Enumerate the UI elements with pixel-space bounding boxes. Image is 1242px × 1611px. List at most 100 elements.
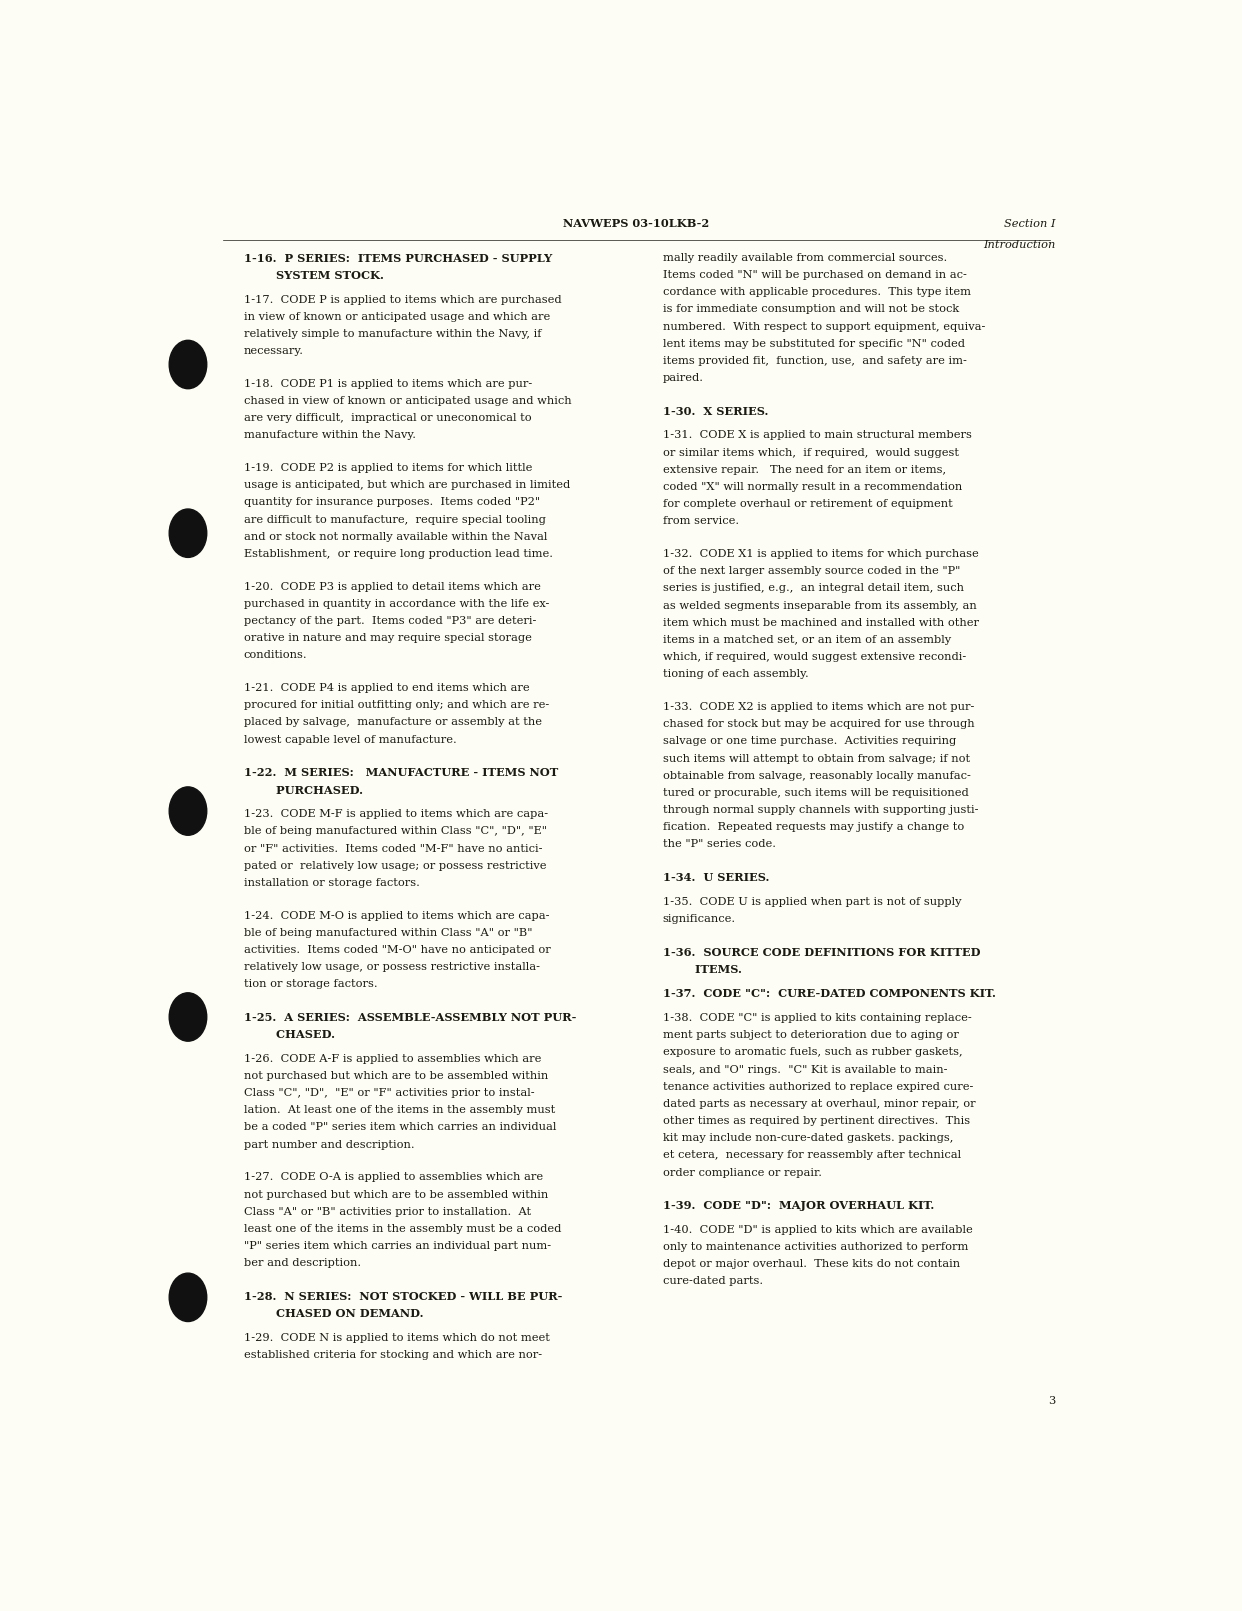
Text: manufacture within the Navy.: manufacture within the Navy. <box>243 430 416 440</box>
Text: 1-26.  CODE A-F is applied to assemblies which are: 1-26. CODE A-F is applied to assemblies … <box>243 1054 542 1063</box>
Text: mally readily available from commercial sources.: mally readily available from commercial … <box>662 253 946 263</box>
Text: conditions.: conditions. <box>243 651 308 661</box>
Text: or "F" activities.  Items coded "M-F" have no antici-: or "F" activities. Items coded "M-F" hav… <box>243 844 543 854</box>
Text: ble of being manufactured within Class "C", "D", "E": ble of being manufactured within Class "… <box>243 826 546 836</box>
Text: Class "C", "D",  "E" or "F" activities prior to instal-: Class "C", "D", "E" or "F" activities pr… <box>243 1087 534 1099</box>
Text: established criteria for stocking and which are nor-: established criteria for stocking and wh… <box>243 1350 542 1360</box>
Text: 1-21.  CODE P4 is applied to end items which are: 1-21. CODE P4 is applied to end items wh… <box>243 683 529 693</box>
Text: which, if required, would suggest extensive recondi-: which, if required, would suggest extens… <box>662 652 966 662</box>
Text: ment parts subject to deterioration due to aging or: ment parts subject to deterioration due … <box>662 1029 959 1041</box>
Text: 1-32.  CODE X1 is applied to items for which purchase: 1-32. CODE X1 is applied to items for wh… <box>662 549 979 559</box>
Text: tured or procurable, such items will be requisitioned: tured or procurable, such items will be … <box>662 788 969 797</box>
Text: 1-35.  CODE U is applied when part is not of supply: 1-35. CODE U is applied when part is not… <box>662 897 961 907</box>
Circle shape <box>169 340 206 388</box>
Text: the "P" series code.: the "P" series code. <box>662 839 775 849</box>
Text: chased for stock but may be acquired for use through: chased for stock but may be acquired for… <box>662 719 974 730</box>
Text: 3: 3 <box>1048 1397 1056 1406</box>
Text: salvage or one time purchase.  Activities requiring: salvage or one time purchase. Activities… <box>662 736 956 746</box>
Text: paired.: paired. <box>662 374 703 383</box>
Text: activities.  Items coded "M-O" have no anticipated or: activities. Items coded "M-O" have no an… <box>243 946 550 955</box>
Text: purchased in quantity in accordance with the life ex-: purchased in quantity in accordance with… <box>243 599 549 609</box>
Text: depot or major overhaul.  These kits do not contain: depot or major overhaul. These kits do n… <box>662 1260 960 1269</box>
Text: relatively low usage, or possess restrictive installa-: relatively low usage, or possess restric… <box>243 962 540 971</box>
Text: "P" series item which carries an individual part num-: "P" series item which carries an individ… <box>243 1240 551 1252</box>
Text: orative in nature and may require special storage: orative in nature and may require specia… <box>243 633 532 643</box>
Text: 1-19.  CODE P2 is applied to items for which little: 1-19. CODE P2 is applied to items for wh… <box>243 462 532 474</box>
Text: 1-20.  CODE P3 is applied to detail items which are: 1-20. CODE P3 is applied to detail items… <box>243 582 540 591</box>
Text: CHASED ON DEMAND.: CHASED ON DEMAND. <box>243 1308 424 1319</box>
Text: 1-22.  M SERIES:   MANUFACTURE - ITEMS NOT: 1-22. M SERIES: MANUFACTURE - ITEMS NOT <box>243 767 558 778</box>
Text: ITEMS.: ITEMS. <box>662 963 741 975</box>
Text: for complete overhaul or retirement of equipment: for complete overhaul or retirement of e… <box>662 499 953 509</box>
Text: items provided fit,  function, use,  and safety are im-: items provided fit, function, use, and s… <box>662 356 966 366</box>
Text: quantity for insurance purposes.  Items coded "P2": quantity for insurance purposes. Items c… <box>243 498 540 507</box>
Text: seals, and "O" rings.  "C" Kit is available to main-: seals, and "O" rings. "C" Kit is availab… <box>662 1065 946 1075</box>
Text: necessary.: necessary. <box>243 346 304 356</box>
Text: SYSTEM STOCK.: SYSTEM STOCK. <box>243 271 384 280</box>
Text: 1-39.  CODE "D":  MAJOR OVERHAUL KIT.: 1-39. CODE "D": MAJOR OVERHAUL KIT. <box>662 1200 934 1211</box>
Text: significance.: significance. <box>662 913 735 925</box>
Text: 1-17.  CODE P is applied to items which are purchased: 1-17. CODE P is applied to items which a… <box>243 295 561 304</box>
Text: Establishment,  or require long production lead time.: Establishment, or require long productio… <box>243 549 553 559</box>
Text: from service.: from service. <box>662 517 739 527</box>
Text: extensive repair.   The need for an item or items,: extensive repair. The need for an item o… <box>662 466 945 475</box>
Text: are difficult to manufacture,  require special tooling: are difficult to manufacture, require sp… <box>243 514 545 525</box>
Text: fication.  Repeated requests may justify a change to: fication. Repeated requests may justify … <box>662 822 964 833</box>
Text: dated parts as necessary at overhaul, minor repair, or: dated parts as necessary at overhaul, mi… <box>662 1099 975 1108</box>
Text: 1-30.  X SERIES.: 1-30. X SERIES. <box>662 406 768 417</box>
Text: part number and description.: part number and description. <box>243 1139 415 1150</box>
Text: tion or storage factors.: tion or storage factors. <box>243 979 378 989</box>
Text: pated or  relatively low usage; or possess restrictive: pated or relatively low usage; or posses… <box>243 860 546 870</box>
Circle shape <box>169 992 206 1041</box>
Text: Introduction: Introduction <box>982 240 1056 250</box>
Circle shape <box>169 786 206 834</box>
Text: relatively simple to manufacture within the Navy, if: relatively simple to manufacture within … <box>243 329 542 338</box>
Text: NAVWEPS 03-10LKB-2: NAVWEPS 03-10LKB-2 <box>564 219 709 229</box>
Text: 1-23.  CODE M-F is applied to items which are capa-: 1-23. CODE M-F is applied to items which… <box>243 809 548 818</box>
Text: order compliance or repair.: order compliance or repair. <box>662 1168 821 1178</box>
Text: tenance activities authorized to replace expired cure-: tenance activities authorized to replace… <box>662 1081 972 1092</box>
Text: procured for initial outfitting only; and which are re-: procured for initial outfitting only; an… <box>243 701 549 710</box>
Text: series is justified, e.g.,  an integral detail item, such: series is justified, e.g., an integral d… <box>662 583 964 593</box>
Text: items in a matched set, or an item of an assembly: items in a matched set, or an item of an… <box>662 635 950 644</box>
Text: 1-40.  CODE "D" is applied to kits which are available: 1-40. CODE "D" is applied to kits which … <box>662 1224 972 1236</box>
Text: 1-27.  CODE O-A is applied to assemblies which are: 1-27. CODE O-A is applied to assemblies … <box>243 1173 543 1182</box>
Text: exposure to aromatic fuels, such as rubber gaskets,: exposure to aromatic fuels, such as rubb… <box>662 1047 963 1057</box>
Text: CHASED.: CHASED. <box>243 1029 335 1041</box>
Text: not purchased but which are to be assembled within: not purchased but which are to be assemb… <box>243 1071 548 1081</box>
Text: cure-dated parts.: cure-dated parts. <box>662 1276 763 1287</box>
Text: 1-34.  U SERIES.: 1-34. U SERIES. <box>662 872 769 883</box>
Text: et cetera,  necessary for reassembly after technical: et cetera, necessary for reassembly afte… <box>662 1150 960 1160</box>
Text: PURCHASED.: PURCHASED. <box>243 785 363 796</box>
Text: and or stock not normally available within the Naval: and or stock not normally available with… <box>243 532 548 541</box>
Text: installation or storage factors.: installation or storage factors. <box>243 878 420 888</box>
Text: numbered.  With respect to support equipment, equiva-: numbered. With respect to support equipm… <box>662 322 985 332</box>
Text: as welded segments inseparable from its assembly, an: as welded segments inseparable from its … <box>662 601 976 611</box>
Text: least one of the items in the assembly must be a coded: least one of the items in the assembly m… <box>243 1224 561 1234</box>
Text: 1-28.  N SERIES:  NOT STOCKED - WILL BE PUR-: 1-28. N SERIES: NOT STOCKED - WILL BE PU… <box>243 1290 563 1302</box>
Text: kit may include non-cure-dated gaskets. packings,: kit may include non-cure-dated gaskets. … <box>662 1133 953 1144</box>
Text: 1-31.  CODE X is applied to main structural members: 1-31. CODE X is applied to main structur… <box>662 430 971 440</box>
Text: 1-29.  CODE N is applied to items which do not meet: 1-29. CODE N is applied to items which d… <box>243 1332 550 1342</box>
Text: usage is anticipated, but which are purchased in limited: usage is anticipated, but which are purc… <box>243 480 570 490</box>
Text: or similar items which,  if required,  would suggest: or similar items which, if required, wou… <box>662 448 959 458</box>
Text: 1-38.  CODE "C" is applied to kits containing replace-: 1-38. CODE "C" is applied to kits contai… <box>662 1013 971 1023</box>
Text: 1-16.  P SERIES:  ITEMS PURCHASED - SUPPLY: 1-16. P SERIES: ITEMS PURCHASED - SUPPLY <box>243 253 551 264</box>
Text: tioning of each assembly.: tioning of each assembly. <box>662 669 809 680</box>
Text: cordance with applicable procedures.  This type item: cordance with applicable procedures. Thi… <box>662 287 970 296</box>
Text: obtainable from salvage, reasonably locally manufac-: obtainable from salvage, reasonably loca… <box>662 770 970 781</box>
Text: not purchased but which are to be assembled within: not purchased but which are to be assemb… <box>243 1189 548 1200</box>
Circle shape <box>169 509 206 557</box>
Text: lation.  At least one of the items in the assembly must: lation. At least one of the items in the… <box>243 1105 555 1115</box>
Text: ber and description.: ber and description. <box>243 1258 361 1268</box>
Text: other times as required by pertinent directives.  This: other times as required by pertinent dir… <box>662 1116 970 1126</box>
Text: in view of known or anticipated usage and which are: in view of known or anticipated usage an… <box>243 313 550 322</box>
Text: 1-37.  CODE "C":  CURE-DATED COMPONENTS KIT.: 1-37. CODE "C": CURE-DATED COMPONENTS KI… <box>662 989 995 999</box>
Text: item which must be machined and installed with other: item which must be machined and installe… <box>662 617 979 628</box>
Text: lowest capable level of manufacture.: lowest capable level of manufacture. <box>243 735 457 744</box>
Text: 1-33.  CODE X2 is applied to items which are not pur-: 1-33. CODE X2 is applied to items which … <box>662 702 974 712</box>
Text: 1-18.  CODE P1 is applied to items which are pur-: 1-18. CODE P1 is applied to items which … <box>243 379 532 388</box>
Text: 1-36.  SOURCE CODE DEFINITIONS FOR KITTED: 1-36. SOURCE CODE DEFINITIONS FOR KITTED <box>662 947 980 957</box>
Text: of the next larger assembly source coded in the "P": of the next larger assembly source coded… <box>662 565 960 577</box>
Text: 1-24.  CODE M-O is applied to items which are capa-: 1-24. CODE M-O is applied to items which… <box>243 910 549 920</box>
